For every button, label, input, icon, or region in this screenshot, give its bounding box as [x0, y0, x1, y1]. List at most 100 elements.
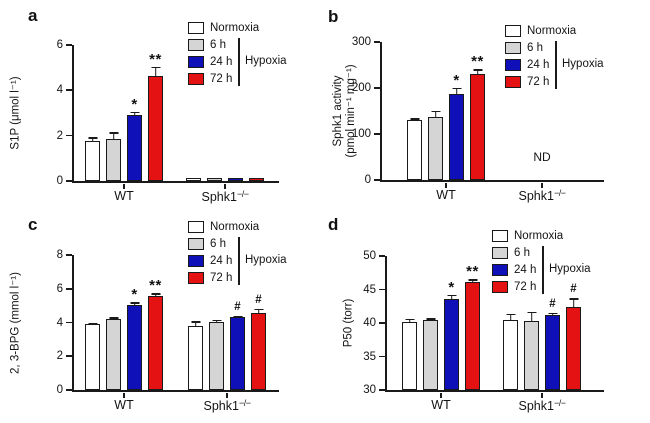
bar-72h: ** — [465, 264, 480, 390]
bar-fill — [127, 115, 142, 181]
bar-Normoxia — [186, 178, 201, 181]
legend-item-6h: 6 h — [188, 39, 259, 51]
error-bar — [194, 321, 197, 326]
legend-swatch — [188, 56, 204, 68]
y-tick — [66, 134, 72, 137]
bar-fill — [106, 139, 121, 181]
bar-24h: * — [449, 73, 464, 180]
error-bar — [530, 311, 533, 321]
group-label-superscript: −/− — [553, 398, 566, 408]
legend-swatch — [188, 73, 204, 85]
bar-fill — [428, 116, 443, 180]
panel-a: a S1P (μmol l⁻¹) 0 2 4 6 * ** WT Sphk1−/− Normoxia… — [0, 0, 325, 213]
legend-item-Normoxia: Normoxia — [492, 230, 563, 242]
bar-Normoxia — [85, 137, 100, 181]
legend-swatch — [492, 230, 508, 242]
bar-fill — [402, 322, 417, 390]
bar-24h — [228, 178, 243, 181]
legend-label: 72 h — [514, 281, 537, 293]
y-tick-label: 0 — [56, 175, 63, 187]
legend-label: 24 h — [527, 59, 550, 71]
y-tick-label: 6 — [56, 39, 63, 51]
bar-6h — [524, 311, 539, 390]
x-group-label: WT — [114, 189, 134, 203]
bar-Normoxia — [188, 321, 203, 390]
panel-b: b Sphk1 activity (pmol min⁻¹ mg⁻¹) 0 100 200 3… — [325, 0, 650, 213]
error-bar-cap — [405, 318, 414, 321]
legend-item-Normoxia: Normoxia — [188, 221, 259, 233]
legend-label: 72 h — [527, 76, 550, 88]
legend: Normoxia 6 h 24 h 72 h Hypoxia — [188, 22, 287, 90]
bar-fill — [423, 319, 438, 390]
bar-72h: # — [566, 283, 581, 390]
legend-label: 6 h — [514, 247, 530, 259]
y-tick — [379, 288, 385, 291]
significance-marker: * — [131, 286, 138, 304]
y-tick-label: 2 — [56, 129, 63, 142]
legend: Normoxia 6 h 24 h 72 h Hypoxia — [505, 25, 604, 93]
legend-swatch — [492, 281, 508, 293]
bar-fill — [566, 306, 581, 390]
error-bar-cap — [88, 137, 97, 139]
error-bar-cap — [151, 66, 160, 69]
bar-fill — [127, 304, 142, 390]
group-label-superscript: −/− — [553, 188, 566, 198]
x-group-label: Sphk1−/− — [203, 398, 251, 413]
bar-6h — [106, 132, 121, 181]
bar-group-sphk1-ko: # # — [188, 294, 266, 390]
y-axis-label-line: Sphk1 activity — [332, 75, 344, 147]
legend-label: 6 h — [527, 42, 543, 54]
y-tick-label: 0 — [56, 384, 63, 396]
error-bar-cap — [88, 322, 97, 325]
error-bar-cap — [473, 69, 482, 71]
bar-fill — [545, 314, 560, 390]
bar-group-wt: * ** — [85, 278, 163, 390]
y-tick — [66, 44, 72, 46]
significance-marker: * — [448, 278, 455, 296]
error-bar-cap — [426, 318, 435, 320]
bar-fill — [148, 75, 163, 181]
bar-Normoxia — [85, 322, 100, 390]
legend-swatch — [492, 247, 508, 259]
bar-72h: # — [251, 294, 266, 390]
legend-item-Normoxia: Normoxia — [505, 25, 576, 37]
y-tick-label: 100 — [351, 128, 371, 140]
x-group-label: WT — [431, 398, 451, 412]
y-tick-label: 50 — [363, 250, 376, 262]
hypoxia-bracket — [555, 41, 557, 89]
legend-label: Normoxia — [527, 25, 577, 37]
bar-fill — [207, 178, 222, 181]
bar-72h — [249, 178, 264, 181]
y-tick-label: 30 — [363, 384, 376, 396]
legend-item-72h: 72 h — [188, 272, 259, 284]
significance-marker: ** — [149, 277, 162, 295]
y-tick-label: 2 — [56, 350, 63, 363]
group-label-superscript: −/− — [236, 189, 249, 199]
y-tick — [66, 254, 72, 256]
y-tick — [374, 179, 380, 181]
error-bar — [154, 66, 157, 76]
hypoxia-label: Hypoxia — [549, 263, 591, 275]
y-tick-label: 45 — [363, 283, 376, 296]
plot-area: 30 35 40 45 50 * ** WT # # Sphk1−/− — [363, 250, 604, 413]
y-tick-label: 35 — [363, 350, 376, 363]
plot-area: 0 100 200 300 * ** WT Sphk1−/− ND — [352, 36, 604, 203]
x-tick — [224, 184, 226, 189]
y-axis-label-line: (pmol min⁻¹ mg⁻¹) — [345, 64, 357, 158]
error-bar — [257, 308, 260, 314]
error-bar-cap — [468, 279, 477, 282]
y-tick-label: 200 — [351, 82, 371, 94]
x-tick — [123, 393, 125, 398]
x-group-label: Sphk1−/− — [201, 189, 249, 204]
bar-72h: ** — [148, 278, 163, 390]
error-bar-cap — [506, 313, 515, 316]
y-tick — [379, 355, 385, 358]
bar-fill — [148, 295, 163, 390]
y-tick — [374, 133, 380, 135]
bar-Normoxia — [503, 313, 518, 390]
y-tick-label: 4 — [56, 84, 63, 97]
legend: Normoxia 6 h 24 h 72 h Hypoxia — [492, 230, 591, 298]
error-bar — [91, 137, 94, 141]
hypoxia-bracket — [238, 237, 240, 285]
legend-swatch — [505, 76, 521, 88]
